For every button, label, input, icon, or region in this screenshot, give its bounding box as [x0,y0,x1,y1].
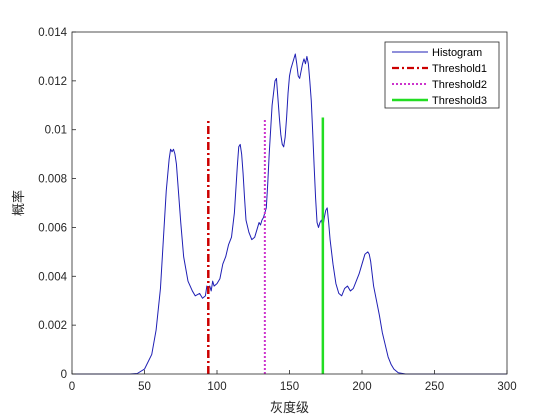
legend-label-histogram: Histogram [432,47,482,59]
legend-label-threshold1: Threshold1 [432,63,487,75]
series-line-histogram [72,53,507,375]
y-tick-label: 0.01 [45,125,67,137]
x-tick-label: 250 [425,381,444,393]
legend-label-threshold2: Threshold2 [432,79,487,91]
y-tick-label: 0.002 [38,320,67,332]
x-tick-label: 100 [207,381,226,393]
y-tick-label: 0.004 [38,271,67,283]
y-axis-label: 概率 [11,190,27,216]
series-layer [72,53,507,375]
y-tick-label: 0.006 [38,222,67,234]
y-tick-label: 0.014 [38,27,67,39]
legend-label-threshold3: Threshold3 [432,95,487,107]
x-tick-label: 300 [497,381,516,393]
x-tick-label: 150 [280,381,299,393]
x-tick-label: 200 [352,381,371,393]
ticks-layer: 0 50 100 150 200 250 300 0 0.002 0.004 0.006 0.008 0… [38,27,516,393]
legend-box [384,41,500,109]
legend: Histogram Threshold1 Threshold2 Threshol… [384,41,500,109]
x-tick-label: 50 [138,381,151,393]
y-tick-label: 0 [61,369,67,381]
y-tick-label: 0.008 [38,174,67,186]
y-tick-label: 0.012 [38,76,67,88]
x-tick-label: 0 [69,381,75,393]
x-axis-label: 灰度级 [270,400,309,416]
